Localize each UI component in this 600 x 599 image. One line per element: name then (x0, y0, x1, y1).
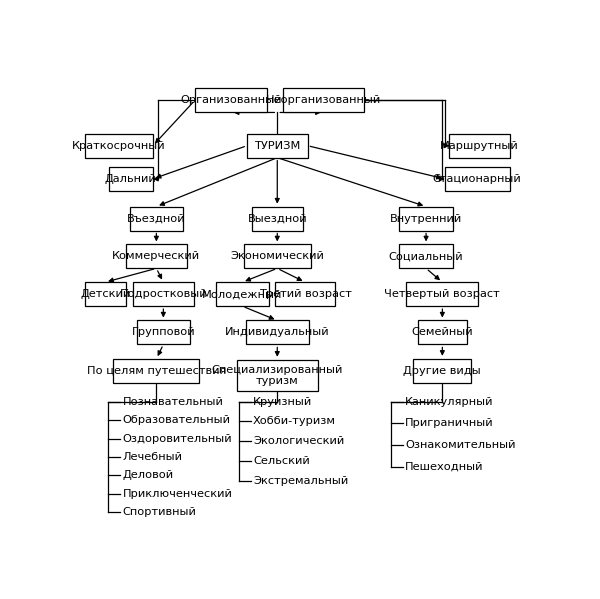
FancyBboxPatch shape (247, 134, 308, 158)
Text: Деловой: Деловой (122, 470, 173, 480)
FancyBboxPatch shape (215, 282, 269, 306)
Text: Третий возраст: Третий возраст (259, 289, 352, 299)
FancyBboxPatch shape (130, 207, 183, 231)
FancyBboxPatch shape (137, 320, 190, 344)
FancyBboxPatch shape (283, 89, 364, 113)
Text: Образовательный: Образовательный (122, 415, 230, 425)
Text: Приграничный: Приграничный (405, 418, 494, 428)
Text: Экстремальный: Экстремальный (253, 476, 349, 486)
FancyBboxPatch shape (418, 320, 467, 344)
Text: Стационарный: Стационарный (433, 174, 521, 184)
Text: Групповой: Групповой (131, 328, 195, 337)
FancyBboxPatch shape (109, 167, 153, 191)
Text: Сельский: Сельский (253, 456, 310, 466)
FancyBboxPatch shape (252, 207, 303, 231)
Text: Организованный: Организованный (180, 95, 281, 105)
Text: Ознакомительный: Ознакомительный (405, 440, 515, 450)
Text: Спортивный: Спортивный (122, 507, 196, 518)
Text: Подростковый: Подростковый (119, 289, 207, 299)
FancyBboxPatch shape (275, 282, 335, 306)
Text: Четвертый возраст: Четвертый возраст (385, 289, 500, 299)
FancyBboxPatch shape (133, 282, 194, 306)
FancyBboxPatch shape (113, 359, 199, 383)
Text: Экологический: Экологический (253, 436, 344, 446)
Text: Другие виды: Другие виды (403, 366, 481, 376)
FancyBboxPatch shape (246, 320, 308, 344)
Text: Семейный: Семейный (412, 328, 473, 337)
Text: Приключенческий: Приключенческий (122, 489, 232, 499)
Text: Специализированный
туризм: Специализированный туризм (212, 365, 343, 386)
Text: Неорганизованный: Неорганизованный (266, 95, 382, 105)
Text: Круизный: Круизный (253, 397, 313, 407)
Text: Маршрутный: Маршрутный (440, 141, 519, 151)
Text: Социальный: Социальный (389, 252, 463, 261)
FancyBboxPatch shape (449, 134, 510, 158)
Text: Каникулярный: Каникулярный (405, 397, 494, 407)
Text: Индивидуальный: Индивидуальный (225, 328, 329, 337)
Text: Коммерческий: Коммерческий (112, 252, 200, 261)
FancyBboxPatch shape (400, 244, 453, 268)
Text: Дальний: Дальний (105, 174, 157, 184)
FancyBboxPatch shape (236, 359, 318, 391)
Text: Экономический: Экономический (230, 252, 324, 261)
Text: Выездной: Выездной (247, 214, 307, 223)
Text: ТУРИЗМ: ТУРИЗМ (254, 141, 301, 151)
Text: Лечебный: Лечебный (122, 452, 182, 462)
Text: По целям путешествия: По целям путешествия (86, 366, 226, 376)
Text: Внутренний: Внутренний (390, 214, 462, 223)
Text: Пешеходный: Пешеходный (405, 462, 484, 471)
Text: Оздоровительный: Оздоровительный (122, 434, 232, 443)
Text: Молодежный: Молодежный (202, 289, 283, 299)
FancyBboxPatch shape (244, 244, 311, 268)
Text: Въездной: Въездной (127, 214, 185, 223)
Text: Хобби-туризм: Хобби-туризм (253, 416, 336, 426)
Text: Познавательный: Познавательный (122, 397, 223, 407)
FancyBboxPatch shape (85, 282, 125, 306)
FancyBboxPatch shape (413, 359, 472, 383)
Text: Краткосрочный: Краткосрочный (73, 141, 166, 151)
FancyBboxPatch shape (406, 282, 478, 306)
Text: Детский: Детский (80, 289, 130, 300)
FancyBboxPatch shape (85, 134, 153, 158)
FancyBboxPatch shape (126, 244, 187, 268)
FancyBboxPatch shape (445, 167, 510, 191)
FancyBboxPatch shape (195, 89, 267, 113)
FancyBboxPatch shape (400, 207, 453, 231)
